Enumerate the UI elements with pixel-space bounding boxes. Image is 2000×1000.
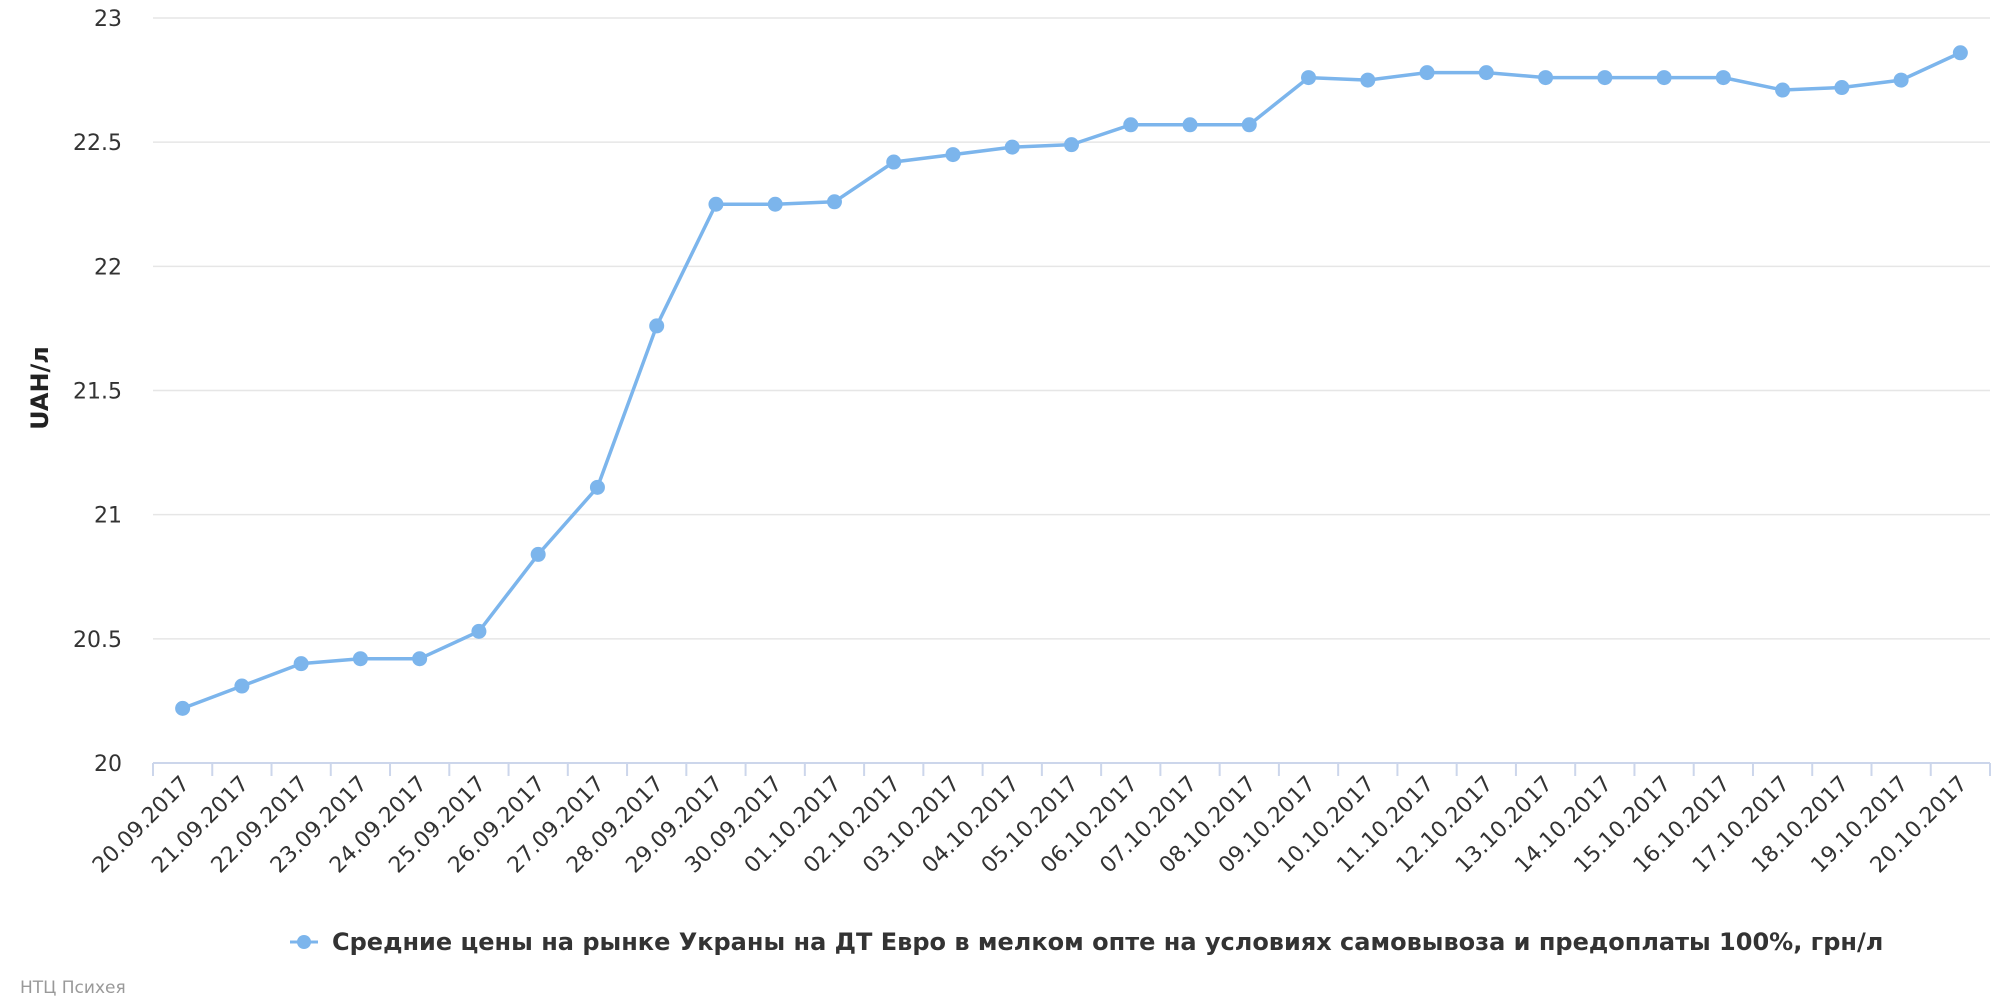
legend-marker xyxy=(297,935,311,949)
data-point[interactable] xyxy=(175,700,191,716)
data-point[interactable] xyxy=(1656,70,1672,86)
data-point[interactable] xyxy=(708,196,724,212)
data-point[interactable] xyxy=(945,147,961,163)
data-point[interactable] xyxy=(1478,65,1494,81)
data-point[interactable] xyxy=(1715,70,1731,86)
data-point[interactable] xyxy=(767,196,783,212)
data-point[interactable] xyxy=(412,651,428,667)
y-tick-label: 21 xyxy=(94,504,122,529)
grid-lines xyxy=(153,17,1990,640)
data-point[interactable] xyxy=(1834,80,1850,96)
data-point[interactable] xyxy=(471,623,487,639)
y-tick-label: 22.5 xyxy=(73,131,122,156)
data-point[interactable] xyxy=(1182,117,1198,133)
data-point[interactable] xyxy=(234,678,250,694)
data-point[interactable] xyxy=(1301,70,1317,86)
data-point[interactable] xyxy=(1241,117,1257,133)
data-point[interactable] xyxy=(589,479,605,495)
data-point[interactable] xyxy=(1004,139,1020,155)
data-point[interactable] xyxy=(1123,117,1139,133)
data-point[interactable] xyxy=(649,318,665,334)
data-point[interactable] xyxy=(293,656,309,672)
data-point[interactable] xyxy=(886,154,902,170)
data-point[interactable] xyxy=(1775,82,1791,98)
y-axis-title: UAH/л xyxy=(26,346,54,430)
data-point[interactable] xyxy=(352,651,368,667)
data-point[interactable] xyxy=(1597,70,1613,86)
data-point[interactable] xyxy=(1952,45,1968,61)
series-layer xyxy=(175,45,1968,716)
y-tick-label: 20.5 xyxy=(73,628,122,653)
data-point[interactable] xyxy=(1419,65,1435,81)
data-point[interactable] xyxy=(1360,72,1376,88)
data-point[interactable] xyxy=(530,546,546,562)
y-tick-label: 21.5 xyxy=(73,380,122,405)
y-tick-label: 22 xyxy=(94,255,122,280)
data-point[interactable] xyxy=(826,194,842,210)
y-tick-label: 23 xyxy=(94,7,122,32)
legend-label: Средние цены на рынке Украны на ДТ Евро … xyxy=(332,928,1883,956)
y-axis-ticks: 20 20.5 21 21.5 22 22.5 23 xyxy=(73,7,122,777)
legend[interactable]: Средние цены на рынке Украны на ДТ Евро … xyxy=(290,928,1883,956)
data-point[interactable] xyxy=(1064,137,1079,153)
data-point[interactable] xyxy=(1538,70,1554,86)
credit-text[interactable]: НТЦ Психея xyxy=(20,978,126,998)
x-axis: 20.09.201721.09.201722.09.201723.09.2017… xyxy=(88,762,1991,878)
y-tick-label: 20 xyxy=(94,752,122,777)
data-point[interactable] xyxy=(1893,72,1909,88)
